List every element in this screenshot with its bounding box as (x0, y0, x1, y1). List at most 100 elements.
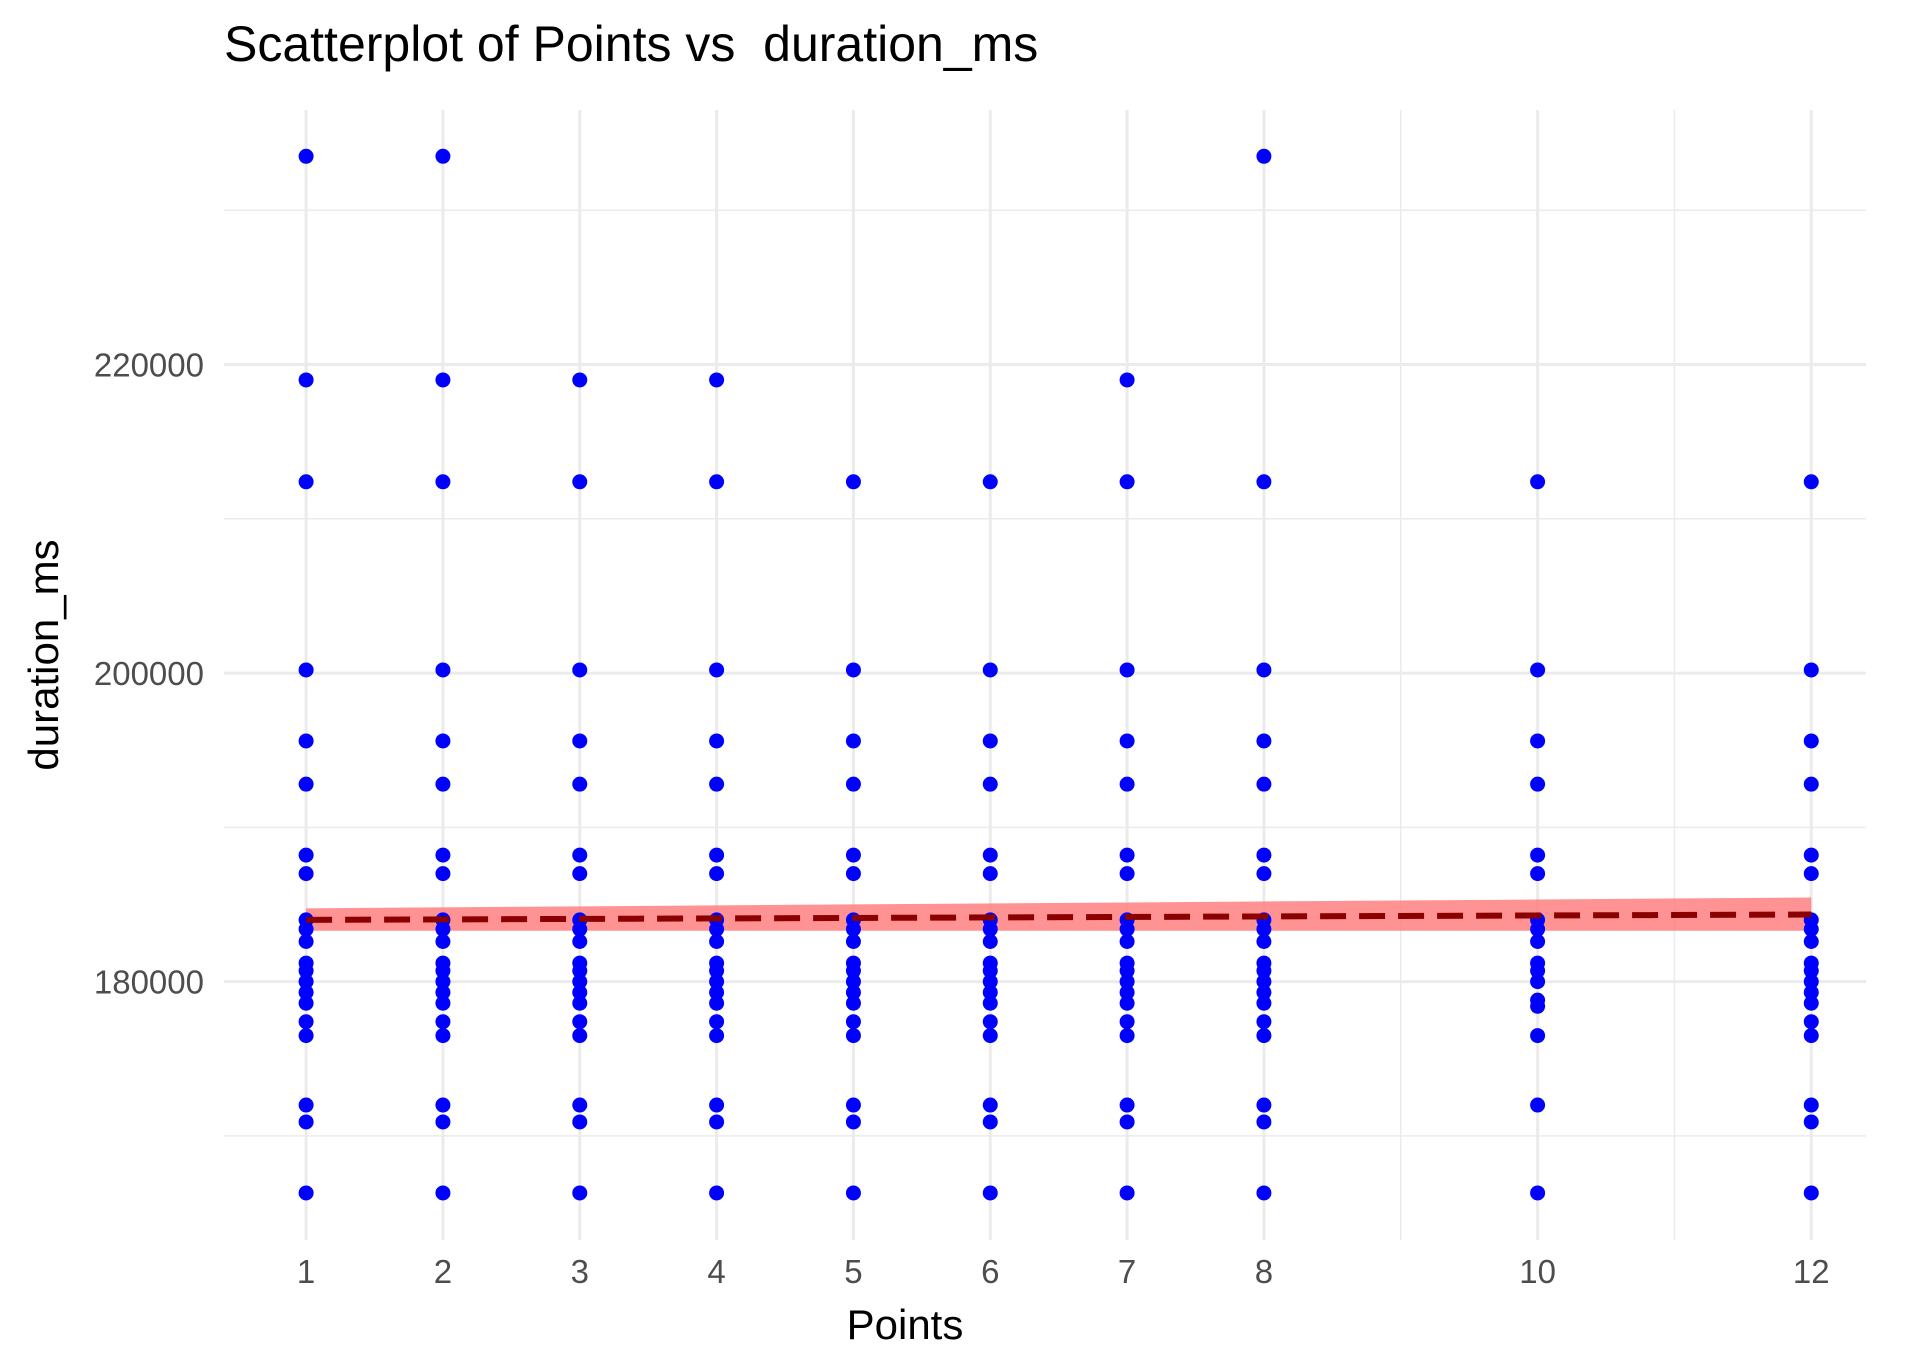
data-point (435, 921, 451, 937)
x-axis-label: Points (846, 1301, 964, 1348)
data-point (298, 847, 314, 863)
data-point (845, 1028, 861, 1044)
data-point (435, 963, 451, 979)
data-point (845, 963, 861, 979)
data-point (709, 933, 725, 949)
data-point (845, 974, 861, 990)
data-point (709, 1014, 725, 1030)
data-point (1119, 847, 1135, 863)
data-point (572, 974, 588, 990)
data-point (982, 733, 998, 749)
data-point (845, 866, 861, 882)
data-point (845, 1097, 861, 1113)
data-point (845, 933, 861, 949)
data-point (982, 474, 998, 490)
data-point (709, 776, 725, 792)
data-point (845, 1014, 861, 1030)
data-point (982, 662, 998, 678)
data-point (1803, 1028, 1819, 1044)
data-point (572, 1097, 588, 1113)
data-point (572, 921, 588, 937)
data-point (1803, 866, 1819, 882)
data-point (1803, 847, 1819, 863)
data-point (572, 995, 588, 1011)
data-point (298, 1114, 314, 1130)
data-point (435, 984, 451, 1000)
data-point (1530, 866, 1546, 882)
data-point (845, 474, 861, 490)
data-point (1530, 847, 1546, 863)
data-point (1119, 1014, 1135, 1030)
x-tick-labels: 1 2 3 4 5 6 7 8 10 12 (297, 1253, 1830, 1290)
data-point (435, 1114, 451, 1130)
data-point (709, 984, 725, 1000)
x-tick-label: 8 (1255, 1253, 1273, 1290)
data-point (982, 984, 998, 1000)
data-point (572, 1114, 588, 1130)
data-point (1256, 847, 1272, 863)
data-point (572, 847, 588, 863)
x-tick-label: 12 (1793, 1253, 1830, 1290)
major-gridlines (224, 110, 1866, 1240)
data-point (1803, 1097, 1819, 1113)
data-point (709, 963, 725, 979)
data-point (1256, 776, 1272, 792)
y-tick-label: 220000 (94, 347, 204, 384)
x-tick-label: 2 (434, 1253, 452, 1290)
data-point (572, 1014, 588, 1030)
data-point (298, 921, 314, 937)
data-point (1803, 662, 1819, 678)
data-point (1256, 1114, 1272, 1130)
data-point (1119, 733, 1135, 749)
data-point (1256, 963, 1272, 979)
data-point (435, 148, 451, 164)
data-point (982, 866, 998, 882)
data-point (572, 1028, 588, 1044)
data-point (709, 474, 725, 490)
data-point (1256, 1185, 1272, 1201)
data-point (1119, 1097, 1135, 1113)
data-point (709, 866, 725, 882)
x-tick-label: 10 (1519, 1253, 1556, 1290)
data-point (1256, 921, 1272, 937)
data-point (298, 776, 314, 792)
data-point (1119, 372, 1135, 388)
data-point (1803, 974, 1819, 990)
data-point (709, 1028, 725, 1044)
data-point (435, 866, 451, 882)
data-point (1119, 1028, 1135, 1044)
data-points (298, 148, 1819, 1201)
data-point (1530, 933, 1546, 949)
data-point (435, 1097, 451, 1113)
data-point (298, 866, 314, 882)
data-point (709, 662, 725, 678)
data-point (298, 995, 314, 1011)
data-point (845, 921, 861, 937)
data-point (845, 776, 861, 792)
data-point (982, 1028, 998, 1044)
data-point (1803, 921, 1819, 937)
data-point (435, 1028, 451, 1044)
data-point (298, 474, 314, 490)
data-point (298, 1185, 314, 1201)
y-tick-label: 180000 (94, 964, 204, 1001)
data-point (1256, 474, 1272, 490)
data-point (572, 662, 588, 678)
data-point (709, 995, 725, 1011)
data-point (1803, 984, 1819, 1000)
data-point (1803, 1014, 1819, 1030)
x-tick-label: 5 (844, 1253, 862, 1290)
data-point (572, 963, 588, 979)
data-point (709, 1114, 725, 1130)
data-point (572, 733, 588, 749)
data-point (298, 733, 314, 749)
data-point (1256, 974, 1272, 990)
data-point (435, 974, 451, 990)
data-point (435, 776, 451, 792)
data-point (1256, 933, 1272, 949)
data-point (572, 1185, 588, 1201)
data-point (1803, 933, 1819, 949)
x-tick-label: 6 (981, 1253, 999, 1290)
data-point (982, 1185, 998, 1201)
